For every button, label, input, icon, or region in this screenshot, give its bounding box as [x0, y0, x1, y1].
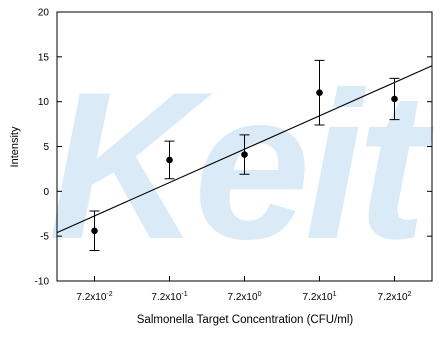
data-point: [91, 227, 98, 235]
y-tick-label: 5: [43, 142, 49, 153]
data-point: [241, 151, 248, 158]
y-tick-label: 15: [38, 52, 50, 63]
data-point: [166, 156, 173, 164]
x-tick-label: 7.2x101: [303, 291, 337, 303]
x-tick-label: 7.2x102: [378, 291, 412, 303]
x-tick-label: 7.2x10-1: [151, 291, 187, 303]
y-tick-label: 20: [38, 8, 50, 19]
y-tick-label: 0: [43, 187, 49, 198]
x-axis-label: Salmonella Target Concentration (CFU/ml): [137, 314, 354, 326]
y-tick-label: 10: [38, 97, 50, 108]
x-tick-label: 7.2x10-2: [76, 291, 112, 303]
data-point: [316, 89, 323, 96]
x-tick-label: 7.2x100: [228, 291, 262, 303]
watermark: Keit: [48, 48, 435, 283]
y-tick-label: -5: [40, 232, 49, 243]
y-tick-label: -10: [35, 277, 50, 288]
y-axis-label: Intensity: [9, 126, 21, 167]
data-point: [391, 95, 398, 103]
